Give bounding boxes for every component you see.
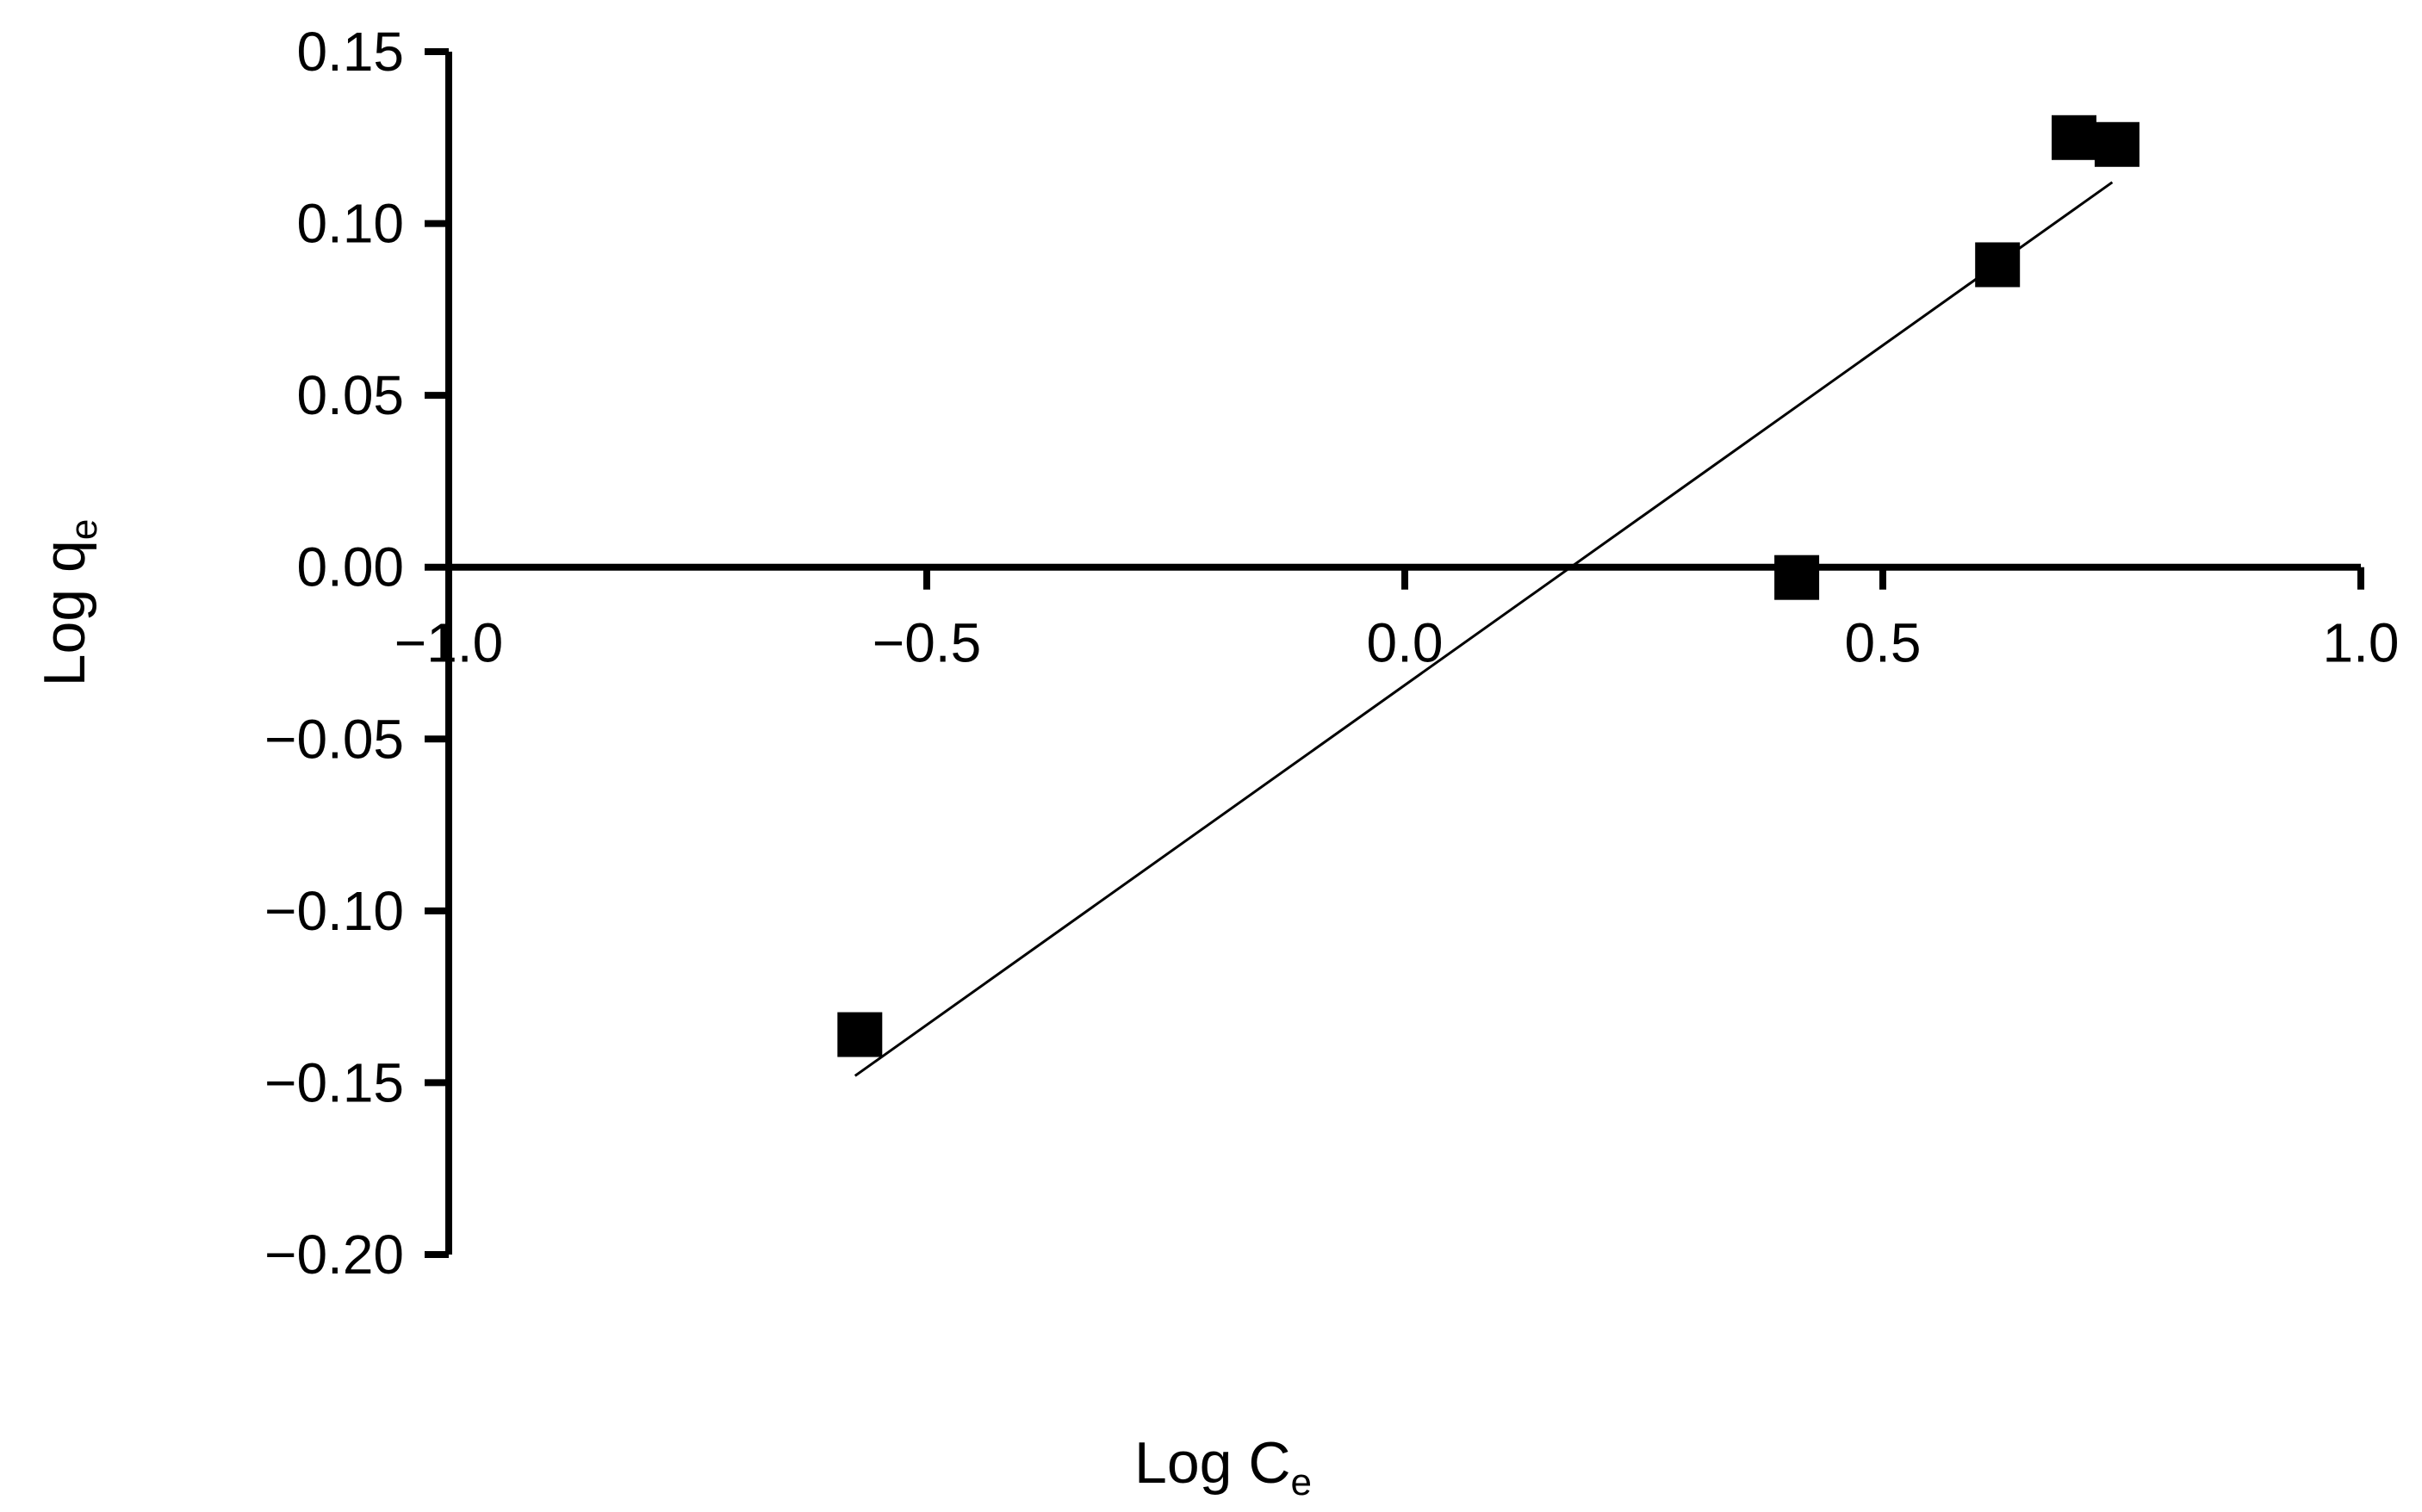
data-points bbox=[837, 115, 2139, 1057]
x-tick-label: 0.5 bbox=[1845, 612, 1922, 674]
data-point bbox=[1774, 555, 1820, 600]
y-tick-label: −0.10 bbox=[264, 880, 404, 942]
data-point bbox=[837, 1012, 883, 1057]
data-point bbox=[2052, 115, 2096, 160]
x-axis-title: Log Ce bbox=[1134, 1430, 1312, 1503]
ticks bbox=[425, 48, 2364, 1258]
x-tick-label: −0.5 bbox=[873, 612, 981, 674]
data-point bbox=[2094, 121, 2139, 167]
y-axis-title: Log qe bbox=[32, 519, 105, 687]
x-tick-label: 1.0 bbox=[2323, 612, 2400, 674]
y-tick-label: 0.15 bbox=[296, 21, 404, 83]
x-axis-title-main: Log C bbox=[1134, 1430, 1290, 1496]
y-tick-label: 0.00 bbox=[296, 536, 404, 598]
x-axis-title-sub: e bbox=[1290, 1461, 1311, 1503]
x-tick-label: −1.0 bbox=[394, 612, 503, 674]
tick-labels: 0.15 0.10 0.05 0.00 −0.05 −0.10 −0.15 −0.20 −1.0… bbox=[264, 21, 2399, 1286]
y-tick-label: −0.20 bbox=[264, 1224, 404, 1286]
y-axis-title-main: Log q bbox=[32, 540, 97, 686]
data-point bbox=[1975, 242, 2021, 288]
trendline bbox=[854, 181, 2114, 1077]
y-tick-label: 0.05 bbox=[296, 364, 404, 426]
y-tick-label: −0.15 bbox=[264, 1051, 404, 1113]
x-tick-label: 0.0 bbox=[1367, 612, 1444, 674]
y-tick-label: 0.10 bbox=[296, 193, 404, 255]
y-tick-label: −0.05 bbox=[264, 708, 404, 770]
trendline-group bbox=[854, 181, 2114, 1077]
y-axis-title-sub: e bbox=[63, 519, 105, 540]
